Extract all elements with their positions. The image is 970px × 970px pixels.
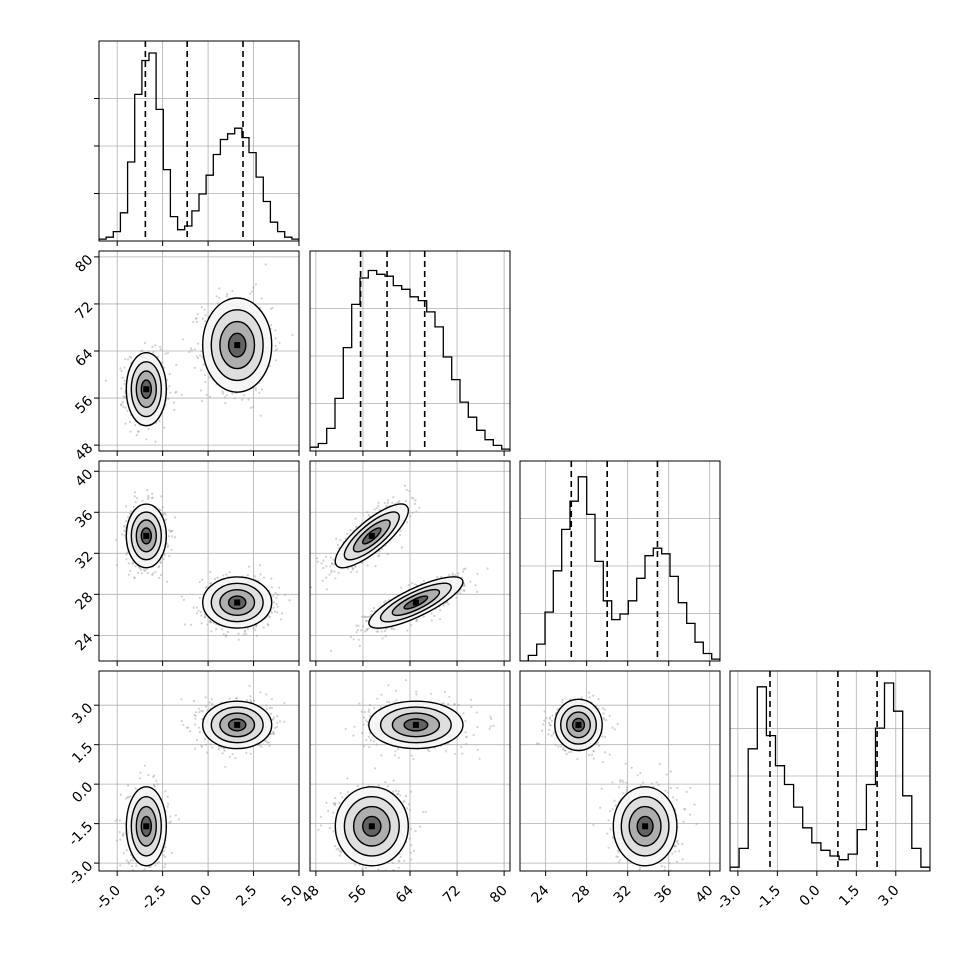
density-peak (143, 386, 150, 393)
y-tick-label: 72 (72, 299, 96, 323)
density-peak (143, 532, 150, 539)
panel-frame (519, 670, 721, 872)
y-tick-label: -3.0 (66, 858, 97, 889)
y-tick-label: 28 (72, 589, 96, 613)
density-peak (234, 721, 241, 728)
density-peak (575, 721, 582, 728)
x-tick-label: 36 (652, 882, 676, 906)
histogram-panel-3: -3.0 -1.5 0.0 1.5 3.0 (714, 670, 931, 914)
x-tick-label: 0.0 (188, 883, 215, 910)
histogram-step (99, 52, 299, 241)
y-tick-label: 32 (72, 548, 96, 572)
y-tick-label: 36 (72, 507, 96, 531)
x-tick-label: -2.5 (139, 883, 170, 914)
x-tick-label: 80 (487, 883, 511, 907)
x-tick-label: 56 (346, 882, 370, 906)
y-tick-label: 48 (72, 440, 96, 464)
x-tick-label: 40 (693, 883, 717, 907)
y-tick-label: 0.0 (69, 779, 96, 806)
x-tick-label: 3.0 (876, 883, 903, 910)
scatter-panel-1-0: 48 56 64 72 80 (72, 250, 300, 464)
panel-frame (98, 40, 300, 242)
scatter-panel-3-2: 24 28 32 36 40 (519, 670, 721, 907)
x-tick-label: 24 (529, 882, 553, 906)
scatter-panel-2-0: 24 28 32 36 40 (72, 460, 300, 666)
x-tick-label: 0.0 (797, 883, 824, 910)
density-peak (143, 823, 150, 830)
y-tick-label: 3.0 (69, 700, 96, 727)
histogram-panel-1 (309, 250, 511, 456)
x-tick-label: 28 (570, 883, 594, 907)
x-tick-label: -3.0 (714, 883, 745, 914)
density-peak (234, 599, 241, 606)
x-tick-label: 64 (393, 882, 417, 906)
histogram-step (730, 682, 930, 871)
y-tick-label: 64 (72, 346, 96, 370)
panel-frame (519, 460, 721, 662)
y-tick-label: -1.5 (66, 819, 97, 850)
x-tick-label: 72 (440, 883, 464, 907)
y-tick-label: 1.5 (69, 740, 96, 767)
density-peak (234, 342, 241, 349)
density-peak (412, 599, 419, 606)
density-peak (642, 823, 649, 830)
histogram-panel-0 (94, 40, 300, 246)
y-tick-label: 56 (72, 393, 96, 417)
scatter-panel-3-1: 48 56 64 72 80 (299, 670, 511, 907)
x-tick-label: 1.5 (836, 883, 863, 910)
scatter-panel-3-0: -3.0-1.50.01.53.0-5.0 -2.5 0.0 2.5 5.0 (66, 670, 306, 914)
density-peak (412, 721, 419, 728)
density-peak (368, 532, 375, 539)
x-tick-label: 48 (299, 883, 323, 907)
density-peak (368, 823, 375, 830)
histogram-step (520, 476, 720, 661)
panel-frame (729, 670, 931, 872)
histogram-panel-2 (519, 460, 721, 666)
x-tick-label: 32 (611, 883, 635, 907)
y-tick-label: 80 (72, 252, 96, 276)
x-tick-label: -5.0 (93, 883, 124, 914)
histogram-step (310, 269, 510, 451)
panel-frame (98, 460, 300, 662)
y-tick-label: 24 (72, 630, 96, 654)
x-tick-label: -1.5 (754, 883, 785, 914)
scatter-panel-2-1 (309, 460, 511, 666)
y-tick-label: 40 (72, 466, 96, 490)
panel-frame (98, 670, 300, 872)
x-tick-label: 2.5 (233, 883, 260, 910)
